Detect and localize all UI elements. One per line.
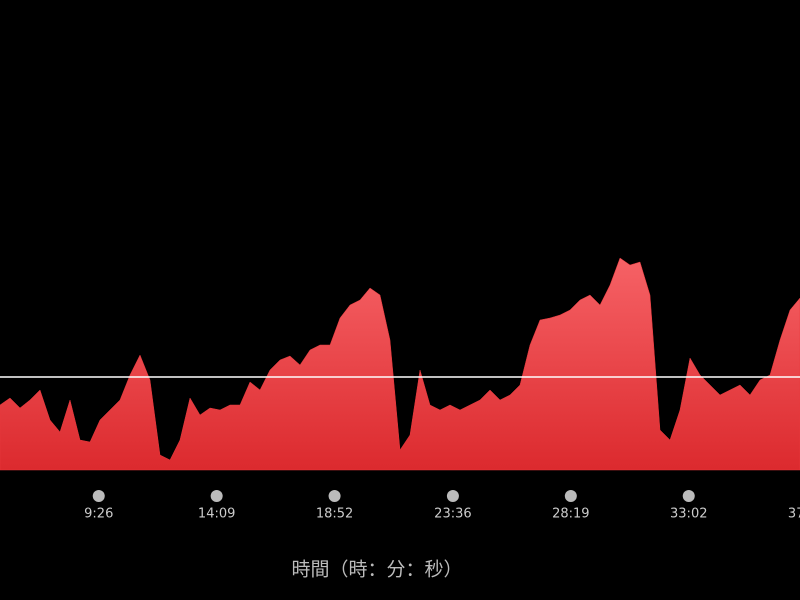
x-tick-label: 9:26 [84,507,113,522]
x-tick-label: 37:45 [788,507,800,522]
x-tick-label: 23:36 [434,507,471,522]
x-tick-mark [564,490,577,502]
x-tick-label: 33:02 [670,507,707,522]
x-tick-label: 28:19 [552,507,589,522]
area [0,257,800,471]
x-axis-title: 時間（時：分：秒） [291,559,462,581]
x-tick-label: 14:09 [198,507,235,522]
x-tick-mark [92,490,105,502]
x-tick-mark [446,490,459,502]
x-tick-mark [682,490,695,502]
x-tick-label: 18:52 [316,507,353,522]
x-tick-mark [210,490,223,502]
x-tick-mark [328,490,341,502]
